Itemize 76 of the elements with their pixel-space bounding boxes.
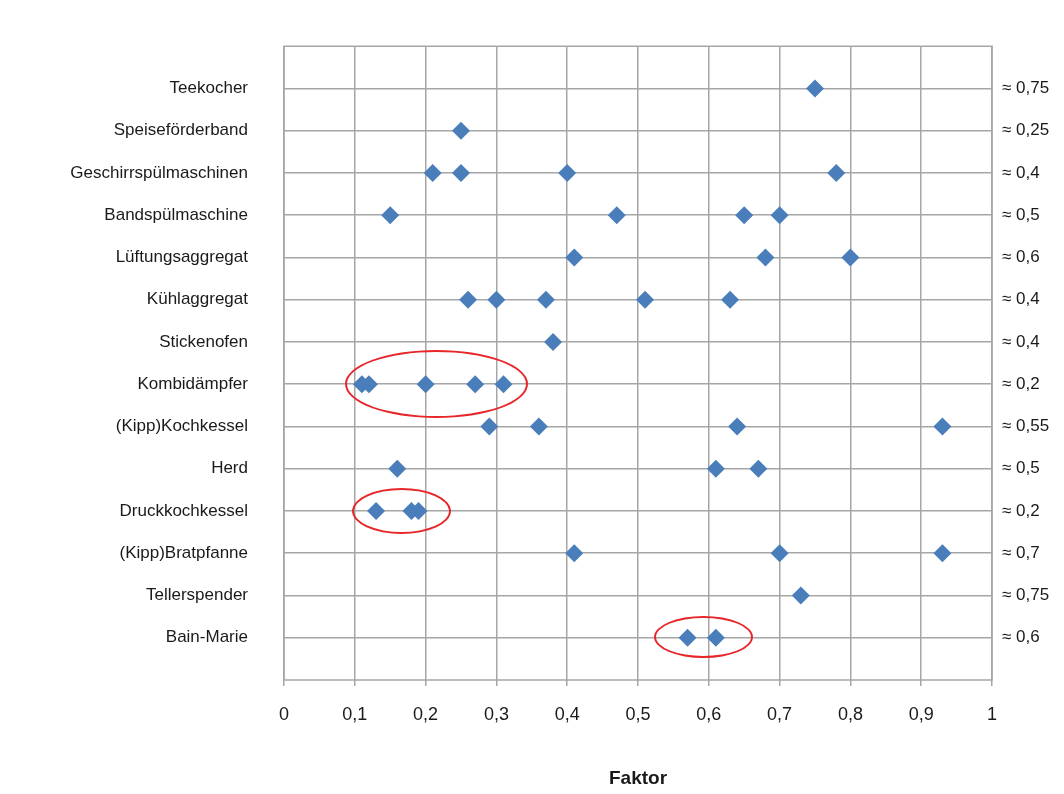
x-tick-label: 1 [986,703,998,724]
point [487,290,506,309]
y-tick-label: Stickenofen [159,331,248,351]
y-tick-label: Speiseförderband [113,120,248,140]
y-tick-label: Kühlaggregat [146,289,249,309]
y2-tick-label: ≈ 0,2 [1002,500,1040,520]
x-tick-label: 0,9 [908,703,934,724]
y2-tick-label: ≈ 0,4 [1002,331,1040,351]
point [636,290,655,309]
point [423,163,442,182]
point [728,417,747,436]
point [381,206,400,225]
point [735,206,754,225]
point [933,417,952,436]
point [721,290,740,309]
y2-tick-label: ≈ 0,5 [1002,204,1040,224]
y2-tick-label: ≈ 0,55 [1002,416,1050,436]
x-tick-label: 0,3 [483,703,509,724]
y-tick-label: Lüftungsaggregat [115,247,249,267]
point [544,332,563,351]
point [806,79,824,98]
point [770,206,789,225]
y2-tick-label: ≈ 0,75 [1002,78,1050,98]
point [756,248,775,267]
point [565,248,584,267]
x-tick-label: 0,1 [342,703,368,724]
x-axis-title: Faktor [608,766,668,788]
y-tick-label: (Kipp)Kochkessel [115,416,248,436]
point [558,163,577,182]
x-tick-label: 0,7 [767,703,793,724]
point [416,375,435,394]
y-tick-label: Druckkochkessel [119,500,248,520]
x-tick-label: 0 [278,703,290,724]
point [494,375,513,394]
y-tick-label: Tellerspender [145,585,249,605]
point [452,121,470,140]
point [706,459,725,478]
y2-tick-label: ≈ 0,4 [1002,289,1040,309]
point [480,417,499,436]
point [706,628,725,647]
x-tick-label: 0,6 [696,703,722,724]
y-tick-label: Bain-Marie [165,627,248,647]
y-tick-label: Teekocher [169,78,249,98]
point [529,417,548,436]
point [749,459,768,478]
point [770,544,789,563]
point [791,586,810,605]
point [933,544,952,563]
x-tick-label: 0,2 [413,703,439,724]
x-tick-label: 0,8 [837,703,863,724]
y2-tick-label: ≈ 0,6 [1002,627,1040,647]
point [841,248,860,267]
y2-tick-label: ≈ 0,4 [1002,162,1040,182]
y2-tick-label: ≈ 0,75 [1002,585,1050,605]
y2-tick-label: ≈ 0,2 [1002,373,1040,393]
point [536,290,555,309]
point [607,206,626,225]
y-tick-label: Bandspülmaschine [104,204,248,224]
point [827,163,846,182]
point [565,544,584,563]
point [459,290,478,309]
y-tick-label: Kombidämpfer [137,373,249,393]
x-tick-label: 0,4 [554,703,580,724]
point [367,501,386,520]
y2-tick-label: ≈ 0,6 [1002,247,1040,267]
x-tick-label: 0,5 [625,703,651,724]
y-tick-label: (Kipp)Bratpfanne [119,542,248,562]
point [388,459,407,478]
point [452,163,470,182]
y2-tick-label: ≈ 0,5 [1002,458,1040,478]
y-tick-label: Herd [211,458,248,478]
y-tick-label: Geschirrspülmaschinen [70,162,248,182]
y2-tick-label: ≈ 0,7 [1002,542,1040,562]
point [466,375,485,394]
y2-tick-label: ≈ 0,25 [1002,120,1050,140]
point [678,628,697,647]
